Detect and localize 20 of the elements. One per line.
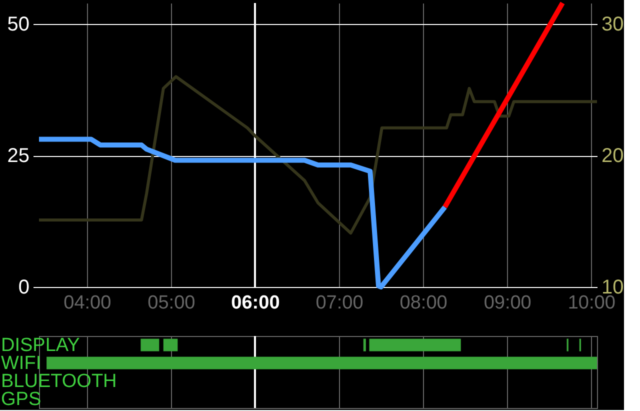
y-tick-label: 0 [18, 276, 30, 298]
bar [369, 338, 461, 352]
bar [46, 356, 597, 370]
bar [363, 338, 366, 352]
x-tick-label: 06:00 [231, 292, 280, 314]
bar [163, 338, 178, 352]
y-tick-label: 25 [7, 145, 30, 168]
category-label: DISPLAY [1, 335, 80, 356]
x-tick-label: 08:00 [400, 292, 448, 314]
y-tick-label: 50 [7, 14, 30, 36]
category-label: GPS [1, 389, 42, 410]
category-label: BLUETOOTH [1, 371, 117, 392]
x-tick-label: 05:00 [148, 292, 196, 314]
category-label: WIFI [1, 353, 42, 374]
x-tick-label: 07:00 [316, 292, 364, 314]
bar [140, 338, 160, 352]
y2-tick-label: 30 [602, 14, 624, 36]
x-tick-label: 09:00 [484, 292, 532, 314]
y2-tick-label: 20 [602, 145, 624, 168]
x-tick-label: 04:00 [64, 292, 112, 314]
